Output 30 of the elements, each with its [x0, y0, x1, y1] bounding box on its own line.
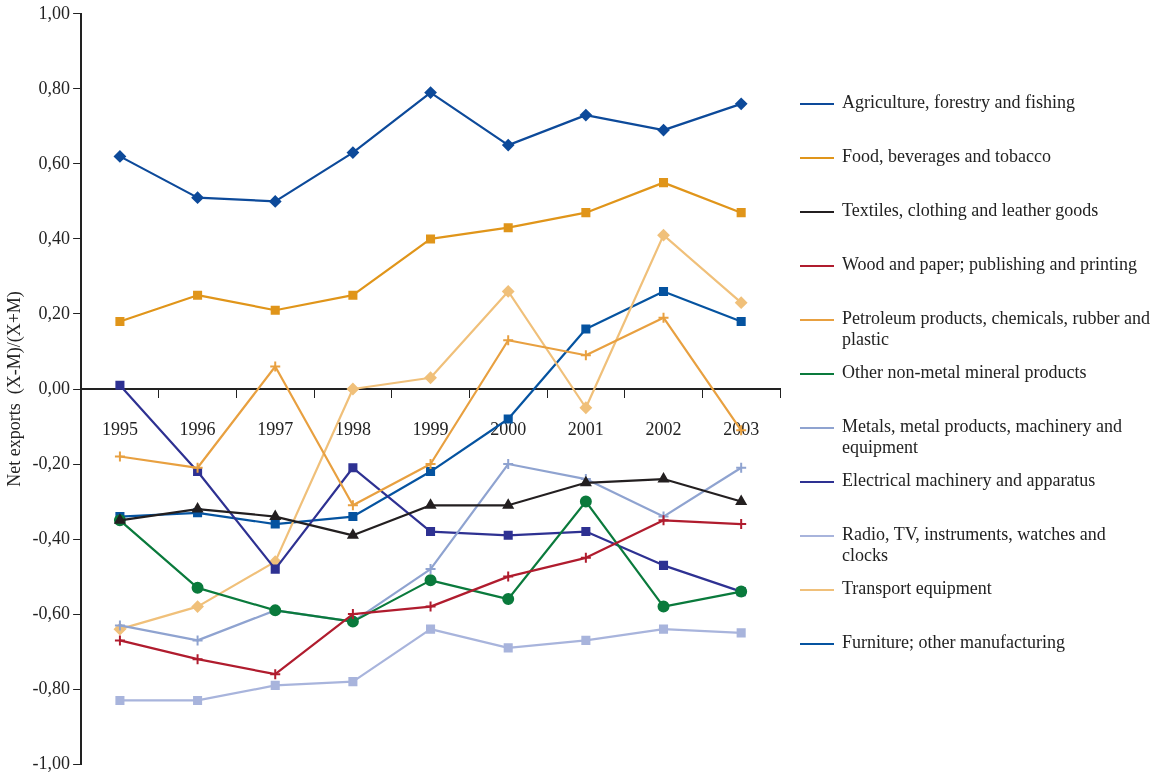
x-tick-label: 2001: [567, 418, 604, 439]
y-tick-label: 0,60: [38, 152, 71, 173]
x-tick-label: 1996: [179, 418, 216, 439]
legend-label: Agriculture, forestry and fishing: [842, 92, 1075, 113]
legend-label: Metals, metal products, machinery and equipment: [842, 416, 1123, 458]
legend-label: Textiles, clothing and leather goods: [842, 200, 1099, 221]
x-tick-label: 2002: [645, 418, 682, 439]
legend-label: Petroleum products, chemicals, rubber and plastic: [842, 308, 1150, 350]
x-tick-label: 1998: [334, 418, 371, 439]
y-tick-label: 0,00: [38, 377, 71, 398]
legend-label: Wood and paper; publishing and printing: [842, 254, 1138, 275]
y-tick-label: 0,80: [38, 77, 71, 98]
legend-label: Food, beverages and tobacco: [842, 146, 1051, 167]
legend-label: Other non-metal mineral products: [842, 362, 1087, 383]
x-tick-label: 1995: [101, 418, 138, 439]
y-tick-label: -1,00: [32, 752, 71, 773]
y-tick-label: -0,20: [32, 452, 71, 473]
x-tick-label: 1999: [412, 418, 449, 439]
y-tick-label: -0,80: [32, 677, 71, 698]
legend-label: Transport equipment: [842, 578, 992, 599]
x-tick-label: 1997: [257, 418, 294, 439]
y-tick-label: -0,40: [32, 527, 71, 548]
y-tick-label: 0,40: [38, 227, 71, 248]
y-axis-title: Net exports (X-M)/(X+M): [3, 291, 25, 487]
y-tick-label: -0,60: [32, 602, 71, 623]
legend-label: Radio, TV, instruments, watches and clocks: [842, 524, 1107, 566]
legend-label: Furniture; other manufacturing: [842, 632, 1065, 653]
y-tick-label: 1,00: [38, 2, 71, 23]
y-tick-label: 0,20: [38, 302, 71, 323]
legend-label: Electrical machinery and apparatus: [842, 470, 1096, 491]
